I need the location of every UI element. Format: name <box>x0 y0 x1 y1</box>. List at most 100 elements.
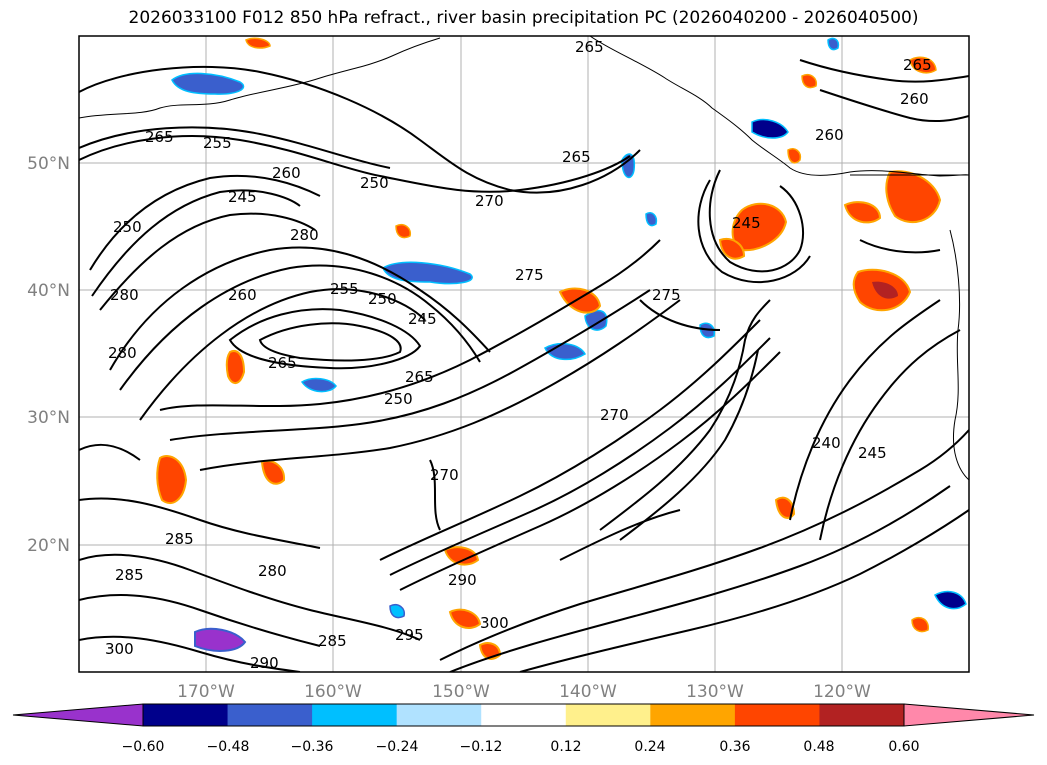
colorbar-tick: 0.60 <box>888 739 919 755</box>
contour-label: 245 <box>408 310 437 328</box>
contour-label: 285 <box>115 566 144 584</box>
anomaly-blob <box>843 201 882 224</box>
contour-label: 280 <box>108 344 137 362</box>
contour-label: 280 <box>290 226 319 244</box>
anomaly-blob <box>194 627 247 652</box>
contour-label: 265 <box>268 354 297 372</box>
contour-label: 250 <box>113 218 142 236</box>
anomaly-blob <box>774 496 796 519</box>
contour-label: 270 <box>475 192 504 210</box>
contour-label: 300 <box>480 614 509 632</box>
lon-label: 150°W <box>432 682 490 702</box>
lon-label: 140°W <box>559 682 617 702</box>
contour-label: 260 <box>272 164 301 182</box>
anomaly-blob <box>718 238 746 260</box>
colorbar-tick: −0.12 <box>460 739 503 755</box>
contour-label: 255 <box>330 280 359 298</box>
anomaly-blob <box>751 118 789 139</box>
lon-label: 120°W <box>813 682 871 702</box>
contour-label: 285 <box>318 632 347 650</box>
anomaly-blob <box>558 287 602 314</box>
contour-label: 250 <box>360 174 389 192</box>
contour-label: 245 <box>858 444 887 462</box>
colorbar-extend-left <box>12 703 144 727</box>
colorbar-segments <box>143 704 905 726</box>
map-frame <box>78 35 970 673</box>
contour-label: 290 <box>448 571 477 589</box>
anomaly-blob <box>827 37 840 51</box>
lat-label: 40°N <box>27 281 70 301</box>
lon-label: 160°W <box>304 682 362 702</box>
anomaly-blob <box>260 460 286 485</box>
contour-label: 300 <box>105 640 134 658</box>
anomaly-blob <box>911 616 929 633</box>
contour-label: 260 <box>900 90 929 108</box>
anomaly-blob <box>300 377 337 393</box>
anomaly-blob <box>443 546 480 566</box>
colorbar: −0.60 −0.48 −0.36 −0.24 −0.12 0.12 0.24 … <box>12 703 1035 755</box>
shaded-anomalies <box>156 37 967 660</box>
colorbar-ticks: −0.60 −0.48 −0.36 −0.24 −0.12 0.12 0.24 … <box>122 739 920 755</box>
colorbar-tick: −0.36 <box>291 739 334 755</box>
anomaly-blob <box>171 72 245 95</box>
colorbar-segment <box>565 704 651 726</box>
anomaly-blob <box>731 202 788 252</box>
colorbar-tick: 0.12 <box>550 739 581 755</box>
latitude-labels: 50°N 40°N 30°N 20°N <box>27 154 70 556</box>
anomaly-blob <box>885 170 942 224</box>
colorbar-outline <box>142 703 905 727</box>
colorbar-segment <box>143 704 229 726</box>
contour-label: 280 <box>110 286 139 304</box>
contour-label: 270 <box>600 406 629 424</box>
anomaly-blob <box>245 37 271 49</box>
contour-label: 240 <box>812 434 841 452</box>
colorbar-tick: 0.24 <box>634 739 665 755</box>
contour-label: 295 <box>395 626 424 644</box>
colorbar-segment <box>819 704 905 726</box>
contour-label: 265 <box>903 56 932 74</box>
colorbar-segment <box>312 704 398 726</box>
contour-label: 290 <box>250 654 279 672</box>
colorbar-tick: −0.24 <box>376 739 419 755</box>
chart-title: 2026033100 F012 850 hPa refract., river … <box>128 8 919 28</box>
contour-label: 285 <box>165 530 194 548</box>
longitude-labels: 170°W 160°W 150°W 140°W 130°W 120°W <box>177 682 871 702</box>
colorbar-extend-right <box>903 703 1035 727</box>
anomaly-blob <box>872 281 898 299</box>
anomaly-blob <box>389 604 406 619</box>
colorbar-tick: 0.48 <box>803 739 834 755</box>
anomaly-blob <box>934 590 967 610</box>
contour-label: 280 <box>258 562 287 580</box>
coastlines <box>79 36 969 481</box>
anomaly-blob <box>909 56 937 74</box>
anomaly-blob <box>448 608 482 629</box>
lat-label: 30°N <box>27 408 70 428</box>
anomaly-blob <box>645 212 658 227</box>
colorbar-segment <box>396 704 482 726</box>
lon-label: 130°W <box>686 682 744 702</box>
map-panel <box>79 36 969 672</box>
contour-label: 265 <box>145 128 174 146</box>
colorbar-tick: −0.60 <box>122 739 165 755</box>
contour-label: 260 <box>228 286 257 304</box>
anomaly-blob <box>787 148 802 164</box>
contour-label: 265 <box>575 38 604 56</box>
map-content: 265 255 260 250 270 265 280 260 255 250 … <box>79 36 969 672</box>
colorbar-segment <box>481 704 567 726</box>
contour-label: 275 <box>515 266 544 284</box>
contour-label: 245 <box>228 188 257 206</box>
anomaly-blob <box>156 455 188 505</box>
lat-label: 50°N <box>27 154 70 174</box>
anomaly-blob <box>382 261 473 285</box>
contour-label: 255 <box>203 134 232 152</box>
colorbar-segment <box>734 704 820 726</box>
contour-label: 245 <box>732 214 761 232</box>
contour-label: 260 <box>815 126 844 144</box>
contour-label: 265 <box>562 148 591 166</box>
lat-label: 20°N <box>27 536 70 556</box>
colorbar-segment <box>650 704 736 726</box>
lon-label: 170°W <box>177 682 235 702</box>
anomaly-blob <box>801 74 818 89</box>
refractivity-contours <box>79 59 969 672</box>
